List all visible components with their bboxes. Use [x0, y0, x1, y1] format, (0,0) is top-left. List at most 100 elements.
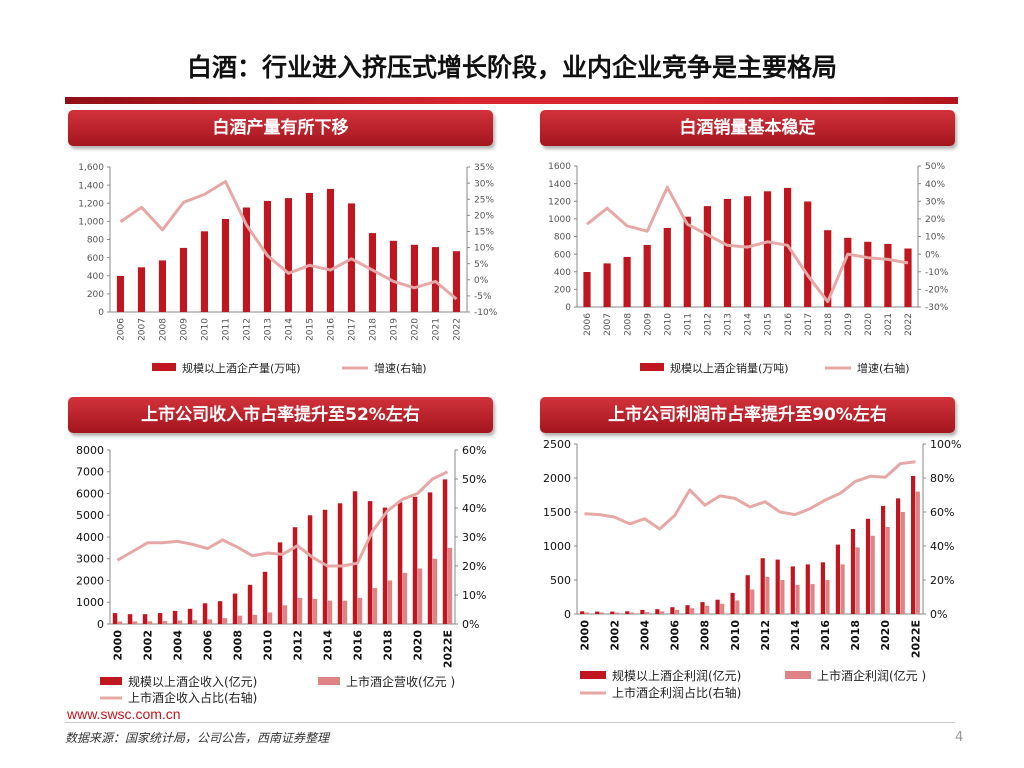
y2-tick-label: 5%: [474, 260, 489, 270]
y2-tick-label: 0%: [462, 618, 479, 631]
bar: [850, 529, 856, 614]
x-tick-label: 2007: [603, 313, 613, 336]
bar: [835, 544, 840, 614]
x-tick-label: 2007: [138, 318, 148, 341]
page-number: 4: [955, 730, 964, 745]
bar: [367, 501, 373, 624]
bar: [583, 272, 591, 307]
bar: [690, 608, 695, 614]
x-tick-label: 2013: [724, 313, 734, 336]
bar: [743, 196, 752, 307]
x-tick-label: 2014: [789, 620, 802, 651]
bar: [116, 276, 124, 312]
y-tick-label: 800: [554, 233, 571, 243]
y-tick-label: 0: [565, 303, 571, 313]
x-tick-label: 2012: [291, 630, 304, 661]
y-tick-label: 1,000: [78, 218, 104, 228]
bar: [432, 558, 438, 625]
bar: [382, 507, 388, 624]
y-tick-label: 500: [550, 574, 571, 587]
y2-tick-label: 20%: [474, 211, 494, 221]
bar: [675, 609, 680, 614]
chart-profit: 0 500 1000 1500 2000 2500 0% 20% 40% 60% 80% 100% 20…: [543, 438, 961, 700]
bar: [177, 620, 183, 624]
bar: [735, 600, 740, 614]
bar: [750, 589, 755, 614]
bar: [117, 621, 123, 624]
bar: [580, 611, 585, 614]
x-tick-label: 2020: [864, 313, 874, 336]
y2-tick-label: 10%: [925, 233, 945, 243]
page-title: 白酒：行业进入挤压式增长阶段，业内企业竞争是主要格局: [186, 53, 837, 82]
legend-swatch: [785, 671, 811, 679]
series-line: [586, 185, 909, 304]
bar: [192, 620, 198, 624]
data-source: 数据来源：国家统计局，公司公告，西南证券整理: [65, 731, 330, 745]
bar: [242, 207, 250, 312]
website-url: www.swsc.com.cn: [67, 706, 181, 722]
x-tick-label: 2011: [683, 313, 693, 336]
bar: [629, 612, 635, 614]
panel-title-revenue-share: 上市公司收入市占率提升至52%左右: [68, 397, 493, 433]
bar: [217, 601, 223, 624]
bar: [824, 230, 832, 307]
x-tick-label: 2010: [201, 318, 211, 341]
bar: [775, 559, 780, 614]
x-tick-label: 2004: [639, 620, 652, 651]
bar: [262, 571, 268, 624]
x-tick-label: 2008: [231, 630, 244, 661]
chart-production: 0 200 400 600 800 1,000 1,200 1,400 1,600 -10% -5%…: [78, 163, 498, 375]
bar: [431, 247, 439, 312]
bar: [614, 612, 619, 614]
bar: [221, 219, 229, 312]
bar: [685, 605, 690, 614]
bar: [855, 547, 860, 614]
x-tick-label: 2018: [824, 313, 834, 336]
bar: [342, 600, 348, 624]
bar: [305, 193, 313, 312]
bar: [700, 602, 705, 614]
x-tick-label: 2020: [411, 318, 421, 341]
y2-tick-label: 0%: [474, 276, 489, 286]
bar: [179, 247, 187, 312]
y-tick-label: 1500: [543, 506, 571, 519]
y-tick-label: 8000: [76, 444, 104, 457]
y2-tick-label: 50%: [925, 162, 945, 172]
x-tick-label: 2010: [729, 620, 742, 651]
x-tick-label: 2002: [608, 620, 621, 651]
x-tick-label: 2000: [111, 630, 124, 661]
bar: [805, 564, 810, 614]
legend-swatch: [100, 677, 122, 685]
bar: [715, 599, 720, 614]
bar: [584, 612, 589, 614]
legend-swatch: [318, 677, 340, 685]
panel-title-profit-share: 上市公司利润市占率提升至90%左右: [540, 397, 955, 433]
x-tick-label: 2009: [180, 318, 190, 341]
y2-tick-label: -10%: [474, 308, 498, 318]
y2-tick-label: 60%: [462, 444, 486, 457]
bar: [252, 614, 258, 624]
legend-swatch: [580, 671, 606, 679]
bar: [187, 608, 193, 624]
bar: [397, 502, 403, 624]
x-tick-label: 2000: [578, 620, 591, 651]
y-tick-label: 200: [554, 286, 571, 296]
bar: [911, 476, 916, 614]
x-tick-label: 2018: [369, 318, 379, 341]
bar: [202, 603, 208, 624]
y2-tick-label: 40%: [925, 180, 945, 190]
bar: [603, 263, 611, 307]
y2-tick-label: 0%: [925, 250, 940, 260]
bar: [840, 564, 845, 614]
x-tick-label: 2006: [583, 313, 593, 336]
x-tick-label: 2004: [171, 630, 184, 661]
bar: [352, 491, 358, 624]
bar: [904, 248, 912, 307]
bar: [870, 535, 875, 614]
bar: [326, 188, 334, 312]
y-tick-label: 600: [554, 250, 571, 260]
x-tick-label: 2015: [764, 313, 774, 336]
bar: [720, 603, 725, 614]
x-tick-label: 2015: [306, 318, 316, 341]
x-tick-label: 2021: [884, 313, 894, 336]
